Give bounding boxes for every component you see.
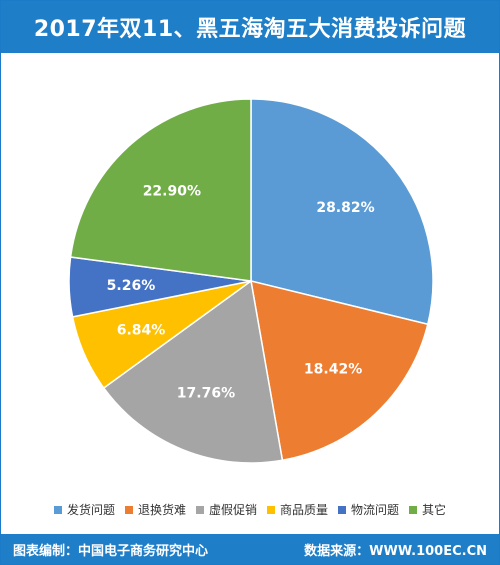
footer-credit: 图表编制：中国电子商务研究中心 <box>13 543 209 559</box>
legend-label: 虚假促销 <box>208 503 257 517</box>
legend-label: 发货问题 <box>66 503 115 517</box>
legend-label: 物流问题 <box>351 503 400 517</box>
legend-swatch <box>409 505 418 514</box>
slice-value-label: 18.42% <box>304 362 362 378</box>
legend-item: 物流问题 <box>338 501 399 518</box>
legend-swatch <box>267 505 275 514</box>
slice-value-label: 6.84% <box>117 322 166 338</box>
pie-slices <box>68 98 434 464</box>
slice-value-label: 28.82% <box>316 200 374 216</box>
legend-swatch <box>195 505 204 514</box>
slice-value-label: 5.26% <box>107 278 156 294</box>
legend-label: 其它 <box>422 503 447 517</box>
legend-swatch <box>53 505 62 514</box>
pie-slice-6 <box>69 98 252 282</box>
pie-chart: 28.82% 18.42% 17.76% 6.84% 5.26% 22.90% <box>68 98 434 464</box>
legend-item: 商品质量 <box>267 501 328 518</box>
slice-value-label: 22.90% <box>143 184 201 200</box>
legend-label: 商品质量 <box>280 503 329 517</box>
chart-legend: 发货问题 退换货难 虚假促销 商品质量 物流问题 其它 <box>1 501 499 518</box>
legend-swatch <box>338 505 347 514</box>
footer-bar: 图表编制：中国电子商务研究中心 数据来源：WWW.100EC.CN <box>1 534 499 564</box>
pie-slice-3 <box>102 279 284 464</box>
chart-title: 2017年双11、黑五海淘五大消费投诉问题 <box>1 1 499 53</box>
legend-item: 其它 <box>409 501 446 518</box>
footer-source: 数据来源：WWW.100EC.CN <box>304 543 487 559</box>
legend-label: 退换货难 <box>137 503 186 517</box>
slice-value-label: 17.76% <box>177 385 235 401</box>
pie-slice-2 <box>250 279 429 462</box>
legend-item: 发货问题 <box>53 501 115 518</box>
legend-item: 虚假促销 <box>195 501 257 518</box>
legend-swatch <box>124 505 133 514</box>
legend-item: 退换货难 <box>124 501 186 518</box>
pie-labels: 28.82% 18.42% 17.76% 6.84% 5.26% 22.90% <box>107 184 375 402</box>
pie-slice-1 <box>250 98 434 326</box>
